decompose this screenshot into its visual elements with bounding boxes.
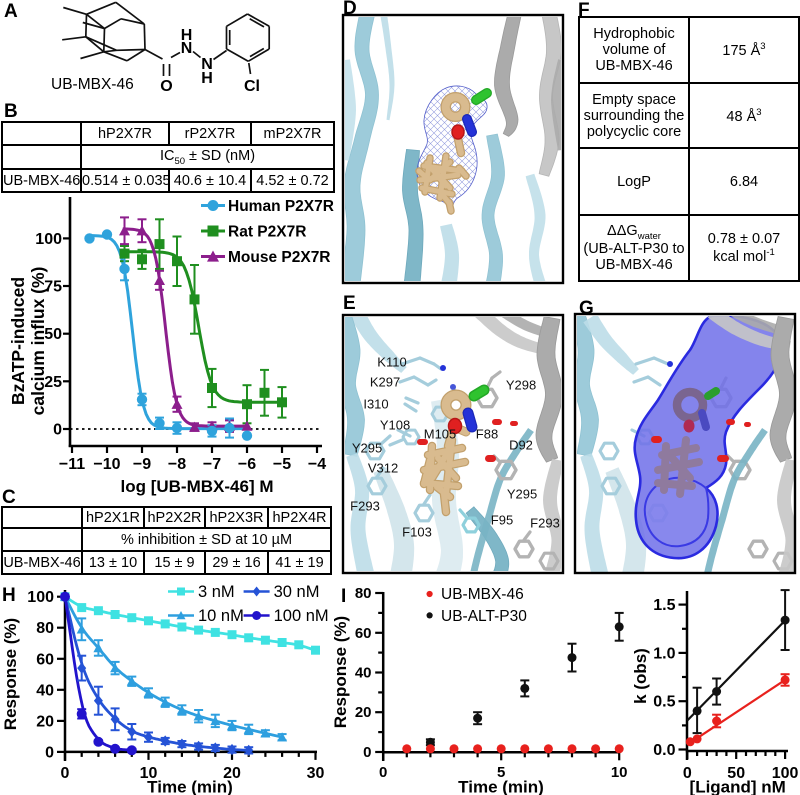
svg-text:75: 75 bbox=[44, 279, 62, 296]
svg-text:100: 100 bbox=[772, 765, 799, 782]
svg-text:Mouse P2X7R: Mouse P2X7R bbox=[228, 249, 331, 266]
svg-text:−9: −9 bbox=[133, 456, 151, 473]
svg-text:K110: K110 bbox=[377, 355, 406, 370]
svg-text:−4: −4 bbox=[308, 456, 326, 473]
svg-text:[Ligand] nM: [Ligand] nM bbox=[690, 778, 786, 795]
svg-text:50: 50 bbox=[44, 326, 62, 343]
svg-text:Y295: Y295 bbox=[507, 487, 537, 502]
svg-text:20: 20 bbox=[36, 713, 54, 730]
svg-text:1.0: 1.0 bbox=[653, 645, 675, 662]
svg-text:60: 60 bbox=[36, 651, 54, 668]
svg-text:log [UB-MBX-46] M: log [UB-MBX-46] M bbox=[121, 477, 274, 496]
svg-text:BzATP-induced: BzATP-induced bbox=[8, 277, 28, 405]
svg-text:Y295: Y295 bbox=[352, 441, 382, 456]
svg-text:I310: I310 bbox=[363, 397, 388, 412]
svg-text:20: 20 bbox=[355, 704, 372, 721]
svg-text:10: 10 bbox=[611, 764, 628, 781]
svg-text:Y298: Y298 bbox=[506, 378, 536, 393]
svg-text:0: 0 bbox=[363, 744, 371, 761]
svg-text:Cl: Cl bbox=[244, 78, 260, 95]
svg-text:50: 50 bbox=[727, 765, 745, 782]
svg-text:Rat P2X7R: Rat P2X7R bbox=[228, 224, 306, 241]
svg-text:40: 40 bbox=[36, 682, 54, 699]
svg-text:−7: −7 bbox=[203, 456, 221, 473]
svg-text:F95: F95 bbox=[491, 513, 513, 528]
svg-text:Response (%): Response (%) bbox=[1, 618, 20, 730]
svg-text:40: 40 bbox=[355, 665, 372, 682]
svg-text:−6: −6 bbox=[238, 456, 256, 473]
svg-text:Time (min): Time (min) bbox=[458, 778, 544, 795]
svg-text:H: H bbox=[201, 70, 213, 87]
svg-text:10: 10 bbox=[140, 765, 158, 782]
svg-text:M105: M105 bbox=[424, 427, 457, 442]
svg-text:−10: −10 bbox=[93, 456, 120, 473]
svg-text:N: N bbox=[181, 40, 193, 57]
svg-text:D92: D92 bbox=[509, 438, 533, 453]
svg-text:Response (%): Response (%) bbox=[331, 616, 350, 728]
svg-text:20: 20 bbox=[223, 765, 241, 782]
svg-text:Y108: Y108 bbox=[380, 418, 410, 433]
svg-text:O: O bbox=[160, 78, 172, 95]
svg-text:Human P2X7R: Human P2X7R bbox=[228, 198, 334, 215]
svg-text:N: N bbox=[201, 56, 213, 73]
svg-text:k (obs): k (obs) bbox=[631, 648, 650, 704]
svg-text:3 nM: 3 nM bbox=[198, 583, 235, 601]
svg-text:0: 0 bbox=[53, 422, 62, 439]
svg-text:Time (min): Time (min) bbox=[147, 778, 233, 795]
svg-text:UB-MBX-46: UB-MBX-46 bbox=[441, 586, 524, 603]
svg-text:5: 5 bbox=[497, 764, 505, 781]
svg-text:−5: −5 bbox=[273, 456, 291, 473]
svg-text:V312: V312 bbox=[368, 461, 398, 476]
svg-text:F293: F293 bbox=[530, 516, 560, 531]
svg-text:F88: F88 bbox=[476, 427, 498, 442]
svg-text:−8: −8 bbox=[168, 456, 186, 473]
svg-text:30: 30 bbox=[307, 765, 325, 782]
svg-text:F293: F293 bbox=[350, 499, 380, 514]
svg-text:calcium influx (%): calcium influx (%) bbox=[28, 267, 48, 416]
svg-text:100: 100 bbox=[27, 589, 54, 606]
svg-text:0: 0 bbox=[61, 765, 70, 782]
svg-text:−11: −11 bbox=[59, 456, 85, 473]
svg-text:F103: F103 bbox=[402, 525, 432, 540]
svg-text:0: 0 bbox=[45, 744, 54, 761]
svg-text:0.0: 0.0 bbox=[653, 742, 675, 759]
svg-text:UB-ALT-P30: UB-ALT-P30 bbox=[441, 608, 527, 625]
svg-text:0: 0 bbox=[379, 764, 387, 781]
svg-text:100: 100 bbox=[35, 231, 62, 248]
svg-text:10 nM: 10 nM bbox=[198, 607, 244, 625]
svg-text:100 nM: 100 nM bbox=[274, 607, 329, 625]
svg-text:25: 25 bbox=[44, 374, 62, 391]
svg-text:1.5: 1.5 bbox=[653, 597, 675, 614]
svg-text:UB-MBX-46: UB-MBX-46 bbox=[51, 76, 134, 93]
svg-text:H: H bbox=[181, 27, 193, 44]
svg-text:60: 60 bbox=[355, 625, 372, 642]
svg-text:80: 80 bbox=[355, 585, 372, 602]
svg-text:K297: K297 bbox=[370, 375, 400, 390]
svg-text:0.5: 0.5 bbox=[653, 694, 675, 711]
svg-text:30 nM: 30 nM bbox=[274, 583, 320, 601]
svg-text:0: 0 bbox=[683, 765, 692, 782]
svg-text:80: 80 bbox=[36, 620, 54, 637]
